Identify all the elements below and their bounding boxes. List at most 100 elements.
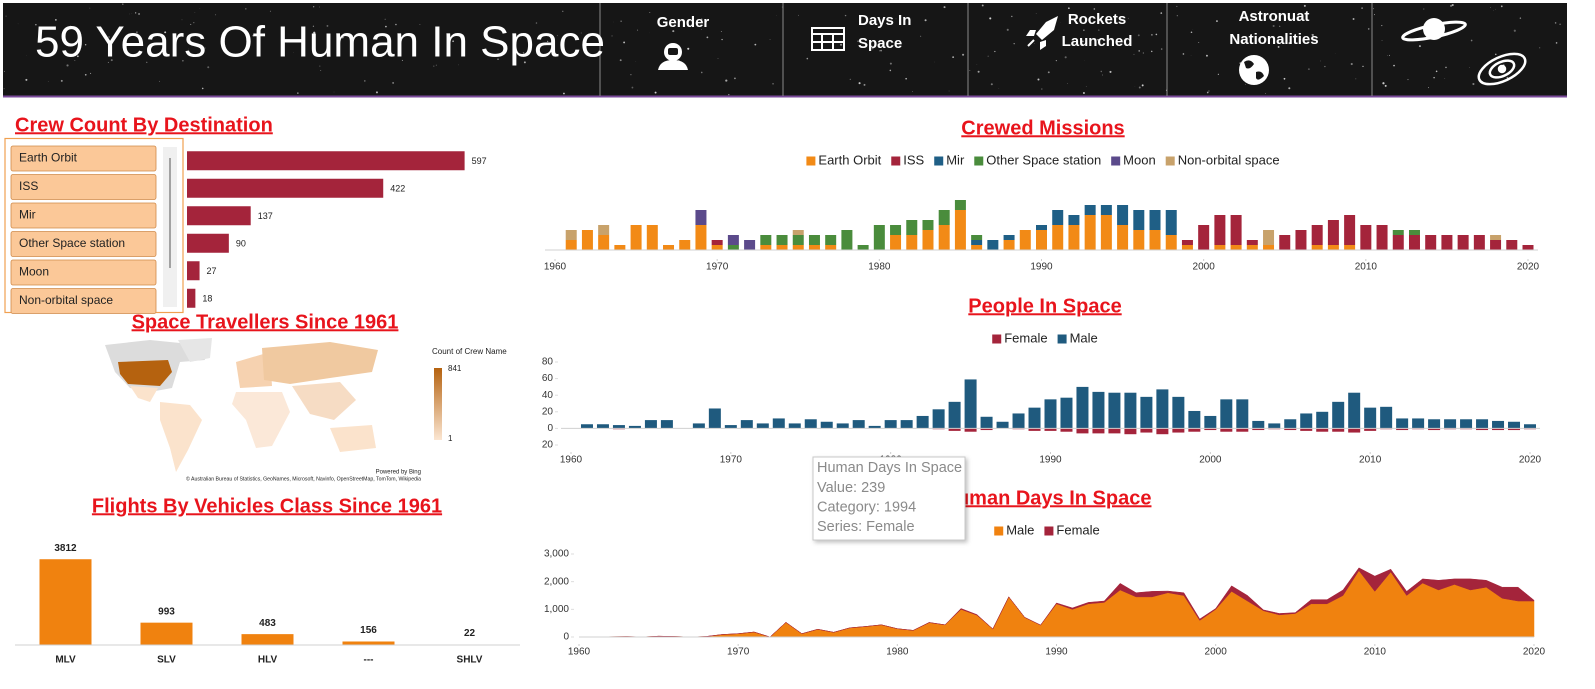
data-label: 422 (390, 184, 405, 194)
star (1160, 12, 1163, 14)
slicer-item[interactable]: ISS (10, 174, 157, 200)
bar-segment (711, 245, 723, 250)
bar-segment (1360, 225, 1372, 250)
star (523, 61, 526, 64)
legend: Earth Orbit ISS Mir Other Space station Moon… (806, 152, 1280, 167)
slicer-button[interactable] (10, 202, 157, 229)
star (181, 19, 183, 21)
star (562, 10, 564, 12)
star (201, 87, 204, 90)
slicer-item[interactable]: Moon (10, 259, 157, 286)
legend: Female Male (992, 330, 1098, 345)
bar-segment (644, 420, 657, 429)
bar-segment (1052, 210, 1064, 225)
bar-segment (1044, 428, 1057, 431)
star (943, 6, 946, 9)
nav-label[interactable]: Days In (858, 12, 911, 29)
x-tick-label: 1970 (706, 262, 729, 273)
nav-label[interactable]: Space (858, 35, 902, 52)
slicer-button[interactable] (10, 145, 157, 172)
slicer-button[interactable] (10, 288, 157, 314)
star (911, 91, 913, 92)
bar-segment (906, 220, 918, 235)
star (110, 59, 113, 62)
bar-segment (1376, 225, 1388, 250)
slicer-label[interactable]: ISS (19, 179, 38, 193)
star (631, 86, 634, 89)
rocket-icon (1026, 16, 1058, 50)
bar-segment (1460, 419, 1473, 429)
star (3, 88, 5, 90)
bar-segment (932, 409, 945, 429)
nav-item[interactable]: Astronuat Nationalities (1229, 8, 1318, 48)
star (125, 41, 126, 42)
star (720, 31, 722, 32)
bar-segment (825, 235, 837, 245)
star (1355, 78, 1357, 80)
slicer-item[interactable]: Other Space station (10, 231, 157, 257)
star (981, 4, 984, 7)
nav-label[interactable]: Gender (657, 14, 710, 31)
star (1037, 78, 1040, 81)
slicer-item[interactable]: Mir (10, 202, 157, 229)
star (798, 14, 800, 16)
bar (187, 288, 196, 308)
bar-segment (1133, 230, 1145, 250)
bar-segment (868, 425, 881, 429)
star (857, 40, 859, 42)
star (706, 36, 709, 39)
star (1137, 34, 1140, 37)
star (35, 24, 37, 26)
bar-segment (792, 235, 804, 245)
slicer-button[interactable] (10, 259, 157, 286)
x-tick-label: 1990 (1045, 647, 1068, 658)
slicer-item[interactable]: Earth Orbit (10, 145, 157, 172)
star (563, 92, 565, 95)
star (1435, 70, 1438, 73)
slicer-button[interactable] (10, 231, 157, 257)
nav-label[interactable]: Nationalities (1229, 31, 1318, 48)
bar-segment (792, 230, 804, 235)
bar-segment (1028, 407, 1041, 429)
star (994, 50, 996, 53)
slicer-label[interactable]: Non-orbital space (19, 293, 113, 307)
bar-segment (808, 235, 820, 245)
tooltip-line: Category: 1994 (817, 499, 916, 515)
nav-label[interactable]: Rockets (1068, 11, 1126, 28)
bar-segment (1003, 240, 1015, 250)
data-label: 3812 (54, 543, 77, 554)
slicer-label[interactable]: Other Space station (19, 236, 125, 250)
tooltip: Human Days In Space Value: 239 Category: 1… (812, 456, 966, 541)
x-tick-label: 2020 (1517, 262, 1540, 273)
nav-label[interactable]: Launched (1062, 33, 1133, 50)
star (1288, 42, 1291, 45)
bar-segment (1140, 396, 1153, 429)
star (136, 31, 138, 33)
star (1109, 70, 1112, 73)
star (84, 44, 87, 46)
bar-segment (1473, 235, 1485, 250)
bar-segment (612, 425, 625, 429)
nav-item[interactable]: Days In Space (858, 12, 911, 52)
slicer-label[interactable]: Earth Orbit (19, 151, 78, 165)
map: Space Travellers Since 1961 Count of Crew… (105, 311, 507, 482)
bar-segment (1252, 420, 1265, 429)
map-credit: Powered by Bing (376, 470, 421, 476)
star (395, 23, 397, 26)
x-tick-label: 1990 (1030, 262, 1053, 273)
slicer-label[interactable]: Moon (19, 265, 49, 279)
bar-segment (1172, 396, 1185, 429)
star (1068, 7, 1070, 10)
star (905, 77, 907, 80)
nav-label[interactable]: Astronuat (1239, 8, 1310, 25)
bar-segment (772, 418, 785, 429)
star (880, 49, 882, 52)
nav-item[interactable]: Gender (657, 14, 710, 31)
slicer-item[interactable]: Non-orbital space (10, 288, 157, 314)
star (1470, 39, 1473, 42)
slicer-label[interactable]: Mir (19, 208, 36, 222)
nav-item[interactable]: Rockets Launched (1062, 11, 1133, 50)
star (1407, 79, 1409, 81)
slicer-button[interactable] (10, 174, 157, 200)
chart-title: Crew Count By Destination (15, 114, 273, 136)
